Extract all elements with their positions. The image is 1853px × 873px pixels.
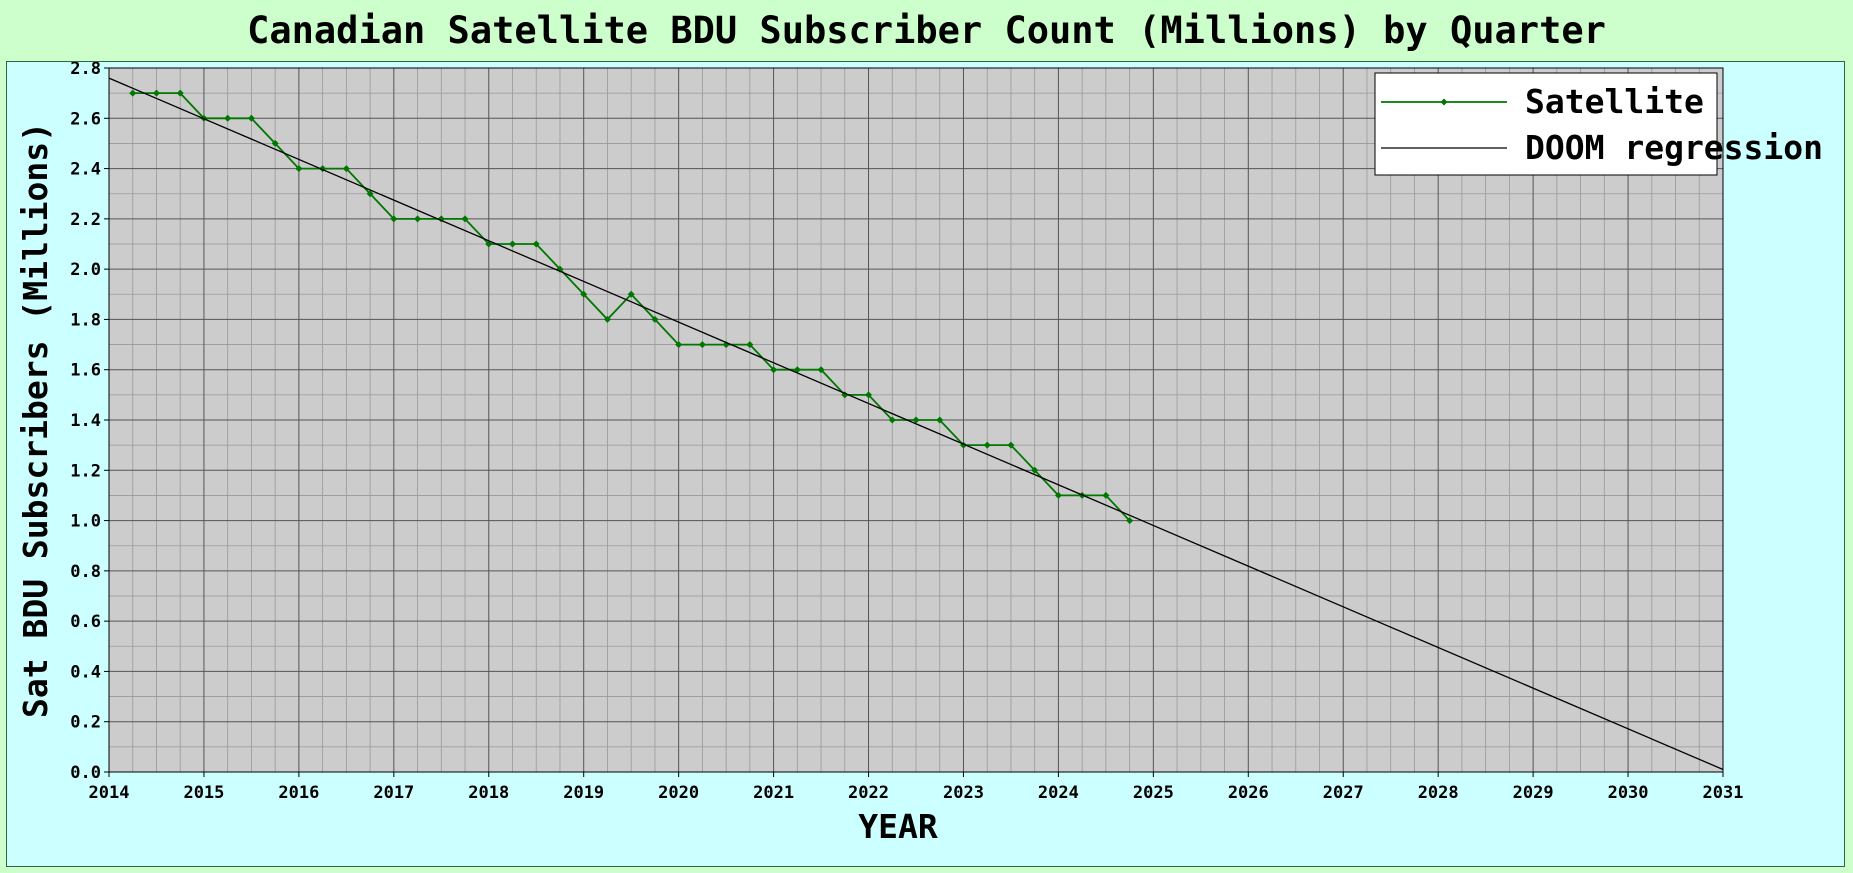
data-point-satellite [532, 240, 540, 248]
y-axis-ticks: 0.0 0.2 0.4 0.6 0.8 1.0 1.2 1.4 1.6 1.8 2.0 2.2 2.4 2… [70, 62, 109, 783]
data-point-satellite [865, 391, 873, 399]
y-tick-label: 2.8 [70, 62, 101, 79]
y-tick-label: 2.4 [70, 160, 101, 180]
data-point-satellite [176, 89, 184, 97]
data-point-satellite [295, 165, 303, 173]
chart-panel: 2014 2015 2016 2017 2018 2019 2020 2021 2022 2023… [6, 61, 1845, 867]
data-point-satellite [342, 165, 350, 173]
x-tick-label: 2031 [1703, 783, 1744, 803]
chart-svg: 2014 2015 2016 2017 2018 2019 2020 2021 2022 2023… [16, 62, 1823, 846]
data-point-satellite [1102, 491, 1110, 499]
legend: Satellite DOOM regression [1374, 72, 1823, 176]
x-tick-label: 2024 [1038, 783, 1079, 803]
y-tick-label: 1.4 [70, 411, 101, 431]
data-point-satellite [414, 215, 422, 223]
data-point-satellite [1007, 441, 1015, 449]
y-tick-label: 0.4 [70, 662, 101, 682]
y-tick-label: 2.2 [70, 210, 101, 230]
data-point-satellite [936, 416, 944, 424]
data-point-satellite [675, 341, 683, 349]
legend-label-regression: DOOM regression [1525, 128, 1823, 167]
legend-label-satellite: Satellite [1525, 82, 1704, 121]
y-tick-label: 1.0 [70, 512, 101, 532]
y-tick-label: 0.0 [70, 763, 101, 783]
data-point-satellite [770, 366, 778, 374]
data-point-satellite [603, 315, 611, 323]
data-point-satellite [366, 190, 374, 198]
data-point-satellite [746, 341, 754, 349]
data-point-satellite [580, 290, 588, 298]
x-tick-label: 2026 [1228, 783, 1269, 803]
y-tick-label: 1.6 [70, 361, 101, 381]
data-point-satellite [485, 240, 493, 248]
x-axis-title: YEAR [858, 807, 938, 846]
data-point-satellite [271, 139, 279, 147]
series-layer [108, 77, 1724, 771]
data-point-satellite [793, 366, 801, 374]
data-point-satellite [627, 290, 635, 298]
y-axis-title: Sat BDU Subscribers (Millions) [16, 122, 55, 718]
data-point-satellite [698, 341, 706, 349]
x-tick-label: 2029 [1513, 783, 1554, 803]
x-tick-label: 2022 [848, 783, 889, 803]
data-point-satellite [1054, 491, 1062, 499]
x-tick-label: 2020 [658, 783, 699, 803]
data-point-satellite [912, 416, 920, 424]
x-tick-label: 2016 [278, 783, 319, 803]
chart-title: Canadian Satellite BDU Subscriber Count … [247, 9, 1606, 52]
x-tick-label: 2018 [468, 783, 509, 803]
x-tick-label: 2027 [1323, 783, 1364, 803]
data-point-satellite [129, 89, 137, 97]
x-tick-label: 2019 [563, 783, 604, 803]
x-tick-label: 2014 [89, 783, 130, 803]
data-point-satellite [983, 441, 991, 449]
x-tick-label: 2021 [753, 783, 794, 803]
x-tick-label: 2030 [1608, 783, 1649, 803]
data-point-satellite [152, 89, 160, 97]
x-tick-label: 2015 [183, 783, 224, 803]
y-tick-label: 0.6 [70, 612, 101, 632]
data-point-satellite [817, 366, 825, 374]
y-tick-label: 1.8 [70, 310, 101, 330]
data-point-satellite [224, 114, 232, 122]
y-tick-label: 2.6 [70, 109, 101, 129]
data-point-satellite [888, 416, 896, 424]
x-tick-label: 2028 [1418, 783, 1459, 803]
y-tick-label: 0.8 [70, 562, 101, 582]
data-point-satellite [651, 315, 659, 323]
data-point-satellite [509, 240, 516, 248]
x-tick-label: 2017 [373, 783, 414, 803]
x-tick-label: 2025 [1133, 783, 1174, 803]
data-point-satellite [1031, 466, 1039, 474]
y-tick-label: 0.2 [70, 713, 101, 733]
data-point-satellite [461, 215, 469, 223]
legend-box [1374, 72, 1718, 176]
legend-marker-satellite [1440, 98, 1448, 106]
y-tick-label: 2.0 [70, 260, 101, 280]
y-tick-label: 1.2 [70, 461, 101, 481]
x-axis-ticks: 2014 2015 2016 2017 2018 2019 2020 2021 2022 2023… [89, 772, 1744, 803]
series-line-regression [108, 77, 1724, 771]
x-tick-label: 2023 [943, 783, 984, 803]
data-point-satellite [247, 114, 255, 122]
data-point-satellite [390, 215, 398, 223]
data-point-satellite [1126, 517, 1134, 525]
